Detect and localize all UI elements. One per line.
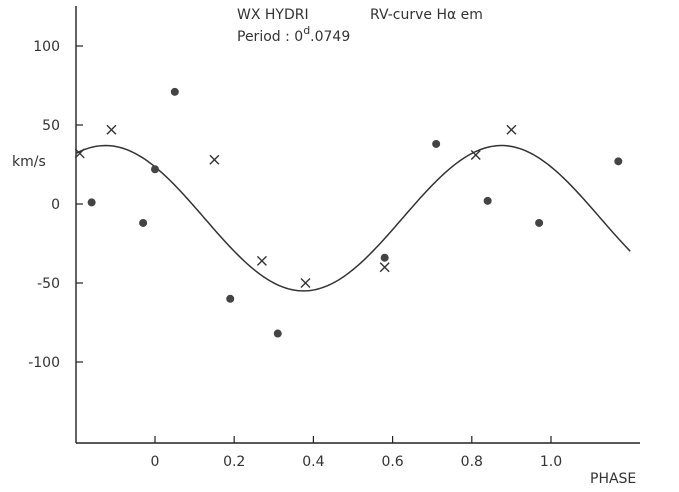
x-tick-label: 0.2: [223, 454, 245, 470]
data-point-dot: [535, 218, 544, 227]
data-point-cross: [256, 255, 267, 266]
data-point-cross: [379, 262, 390, 273]
x-tick-label: 0.8: [461, 454, 483, 470]
data-point-cross: [506, 124, 517, 135]
data-point-dot: [151, 165, 159, 174]
period-suffix: .0749: [310, 29, 350, 45]
y-tick-label: 0: [51, 197, 60, 213]
period-prefix: Period : 0: [237, 29, 303, 45]
period-sup: d: [303, 24, 310, 37]
x-tick-label: 1.0: [540, 454, 562, 470]
data-point-dot: [226, 294, 235, 303]
fit-curve: [75, 144, 631, 292]
data-point-dot: [87, 198, 96, 207]
data-point-dot: [432, 139, 441, 148]
cross-stroke: [74, 148, 85, 159]
x-tick-label: 0.6: [381, 454, 403, 470]
cross-stroke: [470, 150, 481, 161]
y-tick-label: 100: [33, 39, 60, 55]
cross-stroke: [300, 278, 311, 288]
data-point-dot: [139, 218, 148, 227]
data-point-dot: [273, 329, 282, 338]
data-point-cross: [106, 124, 117, 135]
x-tick-label: 0: [151, 454, 160, 470]
y-tick-label: 50: [42, 118, 60, 134]
data-point-cross: [209, 154, 220, 165]
y-axis-label: km/s: [12, 154, 46, 170]
data-point-cross: [300, 278, 311, 288]
data-point-dot: [380, 253, 389, 262]
x-ticks: 0 0.2 0.4 0.6 0.8 1.0: [151, 436, 562, 470]
title-curve: RV-curve Hα em: [370, 7, 483, 23]
y-ticks: 100 50 0 -50 -100: [28, 39, 83, 371]
y-tick-label: -100: [28, 355, 60, 371]
period-label: Period : 0d.0749: [237, 24, 350, 45]
cross-stroke: [106, 124, 117, 135]
axes: [75, 6, 640, 444]
cross-stroke: [256, 255, 267, 266]
x-axis-label: PHASE: [590, 471, 636, 487]
chart-title: WX HYDRI RV-curve Hα em Period : 0d.0749: [237, 7, 483, 45]
cross-stroke: [379, 262, 390, 273]
title-object: WX HYDRI: [237, 7, 309, 23]
data-point-cross: [470, 150, 481, 161]
cross-stroke: [506, 124, 517, 135]
x-tick-label: 0.4: [302, 454, 324, 470]
cross-stroke: [209, 154, 220, 165]
data-point-dot: [483, 196, 492, 205]
y-tick-label: -50: [37, 276, 60, 292]
data-points: [74, 87, 623, 338]
data-point-dot: [170, 87, 179, 96]
data-point-dot: [614, 157, 623, 166]
data-point-cross: [74, 148, 85, 159]
